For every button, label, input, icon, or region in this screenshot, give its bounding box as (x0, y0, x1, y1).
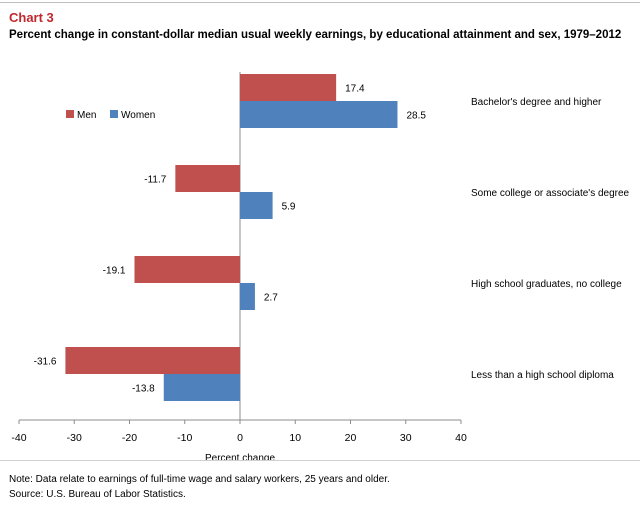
legend-swatch-women (110, 110, 118, 118)
data-label: 17.4 (345, 84, 365, 95)
x-tick-label: 20 (345, 432, 357, 444)
bar-women (163, 374, 240, 401)
chart-source: Source: U.S. Bureau of Labor Statistics. (9, 489, 186, 500)
category-label: Bachelor's degree and higher (471, 97, 602, 108)
chart-number-label: Chart 3 (9, 10, 54, 25)
bar-women (240, 192, 273, 219)
x-tick-label: 10 (289, 432, 301, 444)
bar-women (240, 101, 398, 128)
bottom-rule (0, 460, 640, 461)
data-label: -31.6 (34, 357, 57, 368)
data-label: -19.1 (103, 266, 126, 277)
bar-men (134, 256, 240, 283)
bar-men (240, 74, 337, 101)
legend-label-men: Men (77, 110, 96, 121)
category-label: Some college or associate's degree (471, 188, 630, 199)
bar-men (175, 165, 240, 192)
x-tick-label: -10 (177, 432, 192, 444)
x-tick-label: -30 (67, 432, 82, 444)
data-label: 2.7 (264, 293, 278, 304)
x-tick-label: 0 (237, 432, 243, 444)
legend-swatch-men (66, 110, 74, 118)
bar-women (240, 283, 255, 310)
x-tick-label: -20 (122, 432, 137, 444)
bar-chart: -40 -30 -20 -10 0 10 20 30 40 Percent change 17.4 2… (11, 72, 630, 460)
data-label: 28.5 (406, 111, 426, 122)
data-label: -11.7 (144, 175, 166, 186)
x-tick-label: 40 (455, 432, 467, 444)
chart-title: Percent change in constant-dollar median… (9, 29, 622, 41)
x-tick-label: 30 (400, 432, 412, 444)
category-label: Less than a high school diploma (471, 370, 614, 381)
data-label: -13.8 (132, 384, 155, 395)
x-tick-label: -40 (11, 432, 26, 444)
bar-men (65, 347, 240, 374)
top-rule (0, 2, 640, 3)
data-label: 5.9 (282, 202, 296, 213)
category-label: High school graduates, no college (471, 279, 622, 290)
legend-label-women: Women (121, 110, 155, 121)
x-axis-label: Percent change (205, 453, 275, 460)
chart-note: Note: Data relate to earnings of full-ti… (9, 474, 390, 485)
